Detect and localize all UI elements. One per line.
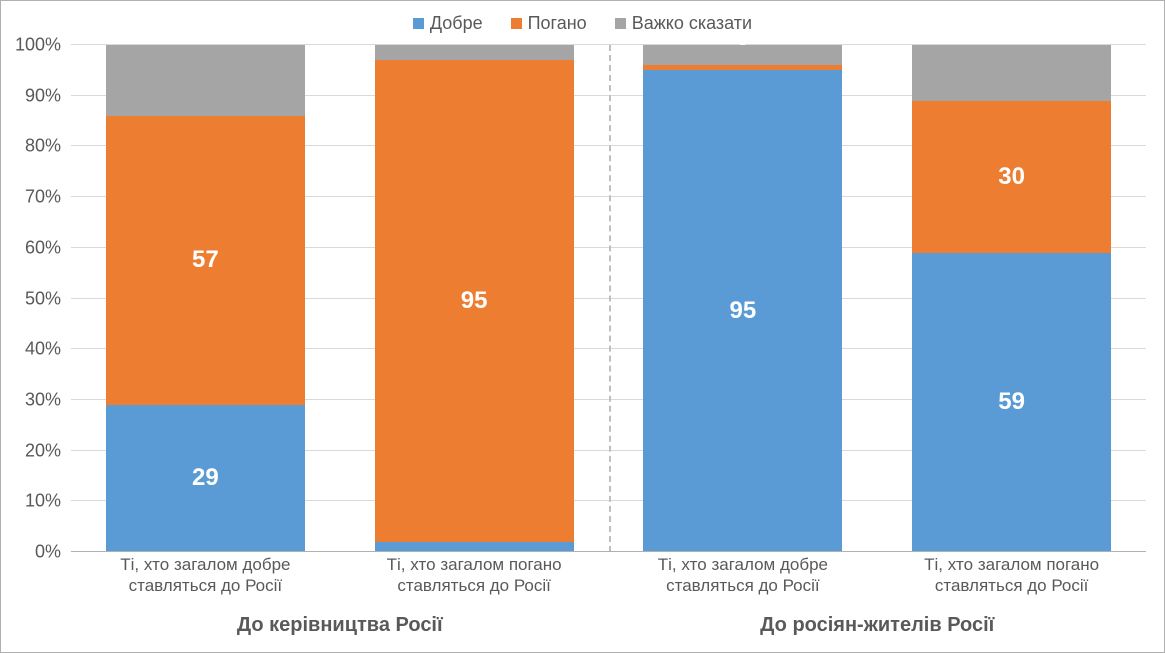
bar-segment-bad: 1 bbox=[643, 65, 842, 70]
bar-value-label: 95 bbox=[461, 287, 488, 315]
y-tick-label: 30% bbox=[25, 389, 61, 410]
bar-segment-hard bbox=[643, 45, 842, 65]
y-tick-label: 80% bbox=[25, 136, 61, 157]
legend-item-hard: Важко сказати bbox=[615, 13, 752, 34]
y-tick-label: 0% bbox=[35, 542, 61, 563]
bar-segment-hard bbox=[106, 45, 305, 116]
group-label-0: До керівництва Росії bbox=[71, 614, 609, 646]
bar-segment-good: 59 bbox=[912, 253, 1111, 552]
bar-segment-good: 95 bbox=[643, 70, 842, 552]
legend: Добре Погано Важко сказати bbox=[1, 7, 1164, 39]
bar: 95 1 bbox=[643, 45, 842, 552]
legend-item-good: Добре bbox=[413, 13, 483, 34]
bar-segment-hard bbox=[912, 45, 1111, 101]
y-tick-label: 100% bbox=[15, 35, 61, 56]
legend-swatch-hard bbox=[615, 18, 626, 29]
y-tick-label: 90% bbox=[25, 85, 61, 106]
x-axis-line bbox=[71, 551, 1146, 552]
x-axis-label: Ті, хто загалом погано ставляться до Рос… bbox=[877, 554, 1146, 602]
bar-value-label: 57 bbox=[192, 246, 219, 274]
y-tick-label: 60% bbox=[25, 237, 61, 258]
bar-segment-bad: 57 bbox=[106, 116, 305, 405]
bars: 29572959515930 bbox=[71, 45, 1146, 552]
bar: 29 57 bbox=[106, 45, 305, 552]
chart-container: Добре Погано Важко сказати 0% 10% 20% 30% 40… bbox=[0, 0, 1165, 653]
x-axis-label: Ті, хто загалом погано ставляться до Рос… bbox=[340, 554, 609, 602]
group-labels: До керівництва Росії До росіян-жителів Р… bbox=[71, 614, 1146, 646]
x-axis-labels: Ті, хто загалом добре ставляться до Росі… bbox=[71, 554, 1146, 602]
bar: 295 bbox=[375, 45, 574, 552]
bar-segment-bad: 30 bbox=[912, 101, 1111, 253]
plot-area: 0%10%20%30%40%50%60%70%80%90%100% 295729… bbox=[71, 45, 1146, 552]
y-tick-label: 20% bbox=[25, 440, 61, 461]
x-axis-label: Ті, хто загалом добре ставляться до Росі… bbox=[609, 554, 878, 602]
group-label-1: До росіян-жителів Росії bbox=[609, 614, 1147, 646]
bar: 59 30 bbox=[912, 45, 1111, 552]
y-tick-label: 50% bbox=[25, 288, 61, 309]
bar-value-label: 59 bbox=[998, 388, 1025, 416]
legend-swatch-bad bbox=[511, 18, 522, 29]
bar-slot: 29 57 bbox=[71, 45, 340, 552]
bar-value-label: 30 bbox=[998, 163, 1025, 191]
bar-segment-hard bbox=[375, 45, 574, 60]
bar-slot: 59 30 bbox=[877, 45, 1146, 552]
x-axis-label: Ті, хто загалом добре ставляться до Росі… bbox=[71, 554, 340, 602]
bar-value-label: 29 bbox=[192, 464, 219, 492]
bar-slot: 95 1 bbox=[609, 45, 878, 552]
y-tick-label: 70% bbox=[25, 187, 61, 208]
bar-slot: 295 bbox=[340, 45, 609, 552]
legend-label-hard: Важко сказати bbox=[632, 13, 752, 34]
bar-segment-bad: 95 bbox=[375, 60, 574, 542]
legend-label-bad: Погано bbox=[528, 13, 587, 34]
y-tick-label: 40% bbox=[25, 339, 61, 360]
legend-swatch-good bbox=[413, 18, 424, 29]
legend-label-good: Добре bbox=[430, 13, 483, 34]
y-tick-label: 10% bbox=[25, 491, 61, 512]
bar-value-label: 95 bbox=[730, 297, 757, 325]
legend-item-bad: Погано bbox=[511, 13, 587, 34]
bar-segment-good: 29 bbox=[106, 405, 305, 552]
